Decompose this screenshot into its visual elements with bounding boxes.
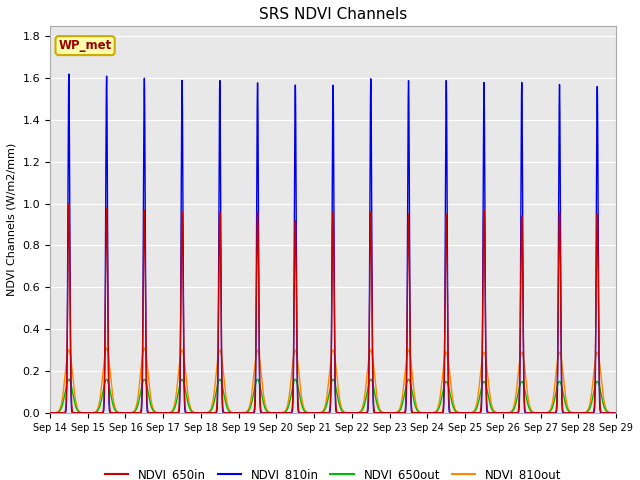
NDVI_650in xyxy=(46,410,54,416)
NDVI_810out xyxy=(312,410,320,416)
NDVI_810out xyxy=(103,345,111,351)
NDVI_650in xyxy=(612,410,620,416)
NDVI_810in xyxy=(460,410,468,416)
NDVI_810out xyxy=(492,409,500,415)
NDVI_810in xyxy=(612,410,620,416)
NDVI_810in xyxy=(429,410,436,416)
Y-axis label: NDVI Channels (W/m2/mm): NDVI Channels (W/m2/mm) xyxy=(7,143,17,296)
NDVI_650in xyxy=(312,410,320,416)
NDVI_810in xyxy=(612,410,620,416)
NDVI_810out xyxy=(148,401,156,407)
NDVI_650out xyxy=(429,410,436,416)
NDVI_810out xyxy=(429,410,436,416)
NDVI_650out xyxy=(148,405,156,411)
Title: SRS NDVI Channels: SRS NDVI Channels xyxy=(259,7,407,22)
NDVI_810out xyxy=(612,410,620,416)
NDVI_650in xyxy=(148,410,156,416)
NDVI_650out xyxy=(65,376,73,382)
NDVI_810in xyxy=(312,410,320,416)
NDVI_650out xyxy=(312,410,320,416)
NDVI_650in xyxy=(612,410,620,416)
NDVI_650in xyxy=(65,201,73,206)
NDVI_810out xyxy=(460,410,468,416)
NDVI_650out xyxy=(460,410,468,416)
NDVI_650in xyxy=(460,410,468,416)
NDVI_810out xyxy=(612,410,620,416)
Text: WP_met: WP_met xyxy=(58,39,112,52)
NDVI_650out xyxy=(46,410,54,416)
Line: NDVI_650out: NDVI_650out xyxy=(50,379,616,413)
NDVI_650out xyxy=(612,410,620,416)
NDVI_810in xyxy=(46,410,54,416)
Line: NDVI_810out: NDVI_810out xyxy=(50,348,616,413)
NDVI_810in xyxy=(148,410,156,416)
Legend: NDVI_650in, NDVI_810in, NDVI_650out, NDVI_810out: NDVI_650in, NDVI_810in, NDVI_650out, NDV… xyxy=(100,463,566,480)
NDVI_810in xyxy=(65,71,73,77)
NDVI_650in xyxy=(492,410,500,416)
Line: NDVI_810in: NDVI_810in xyxy=(50,74,616,413)
NDVI_650out xyxy=(612,410,620,416)
Line: NDVI_650in: NDVI_650in xyxy=(50,204,616,413)
NDVI_810out xyxy=(46,410,54,416)
NDVI_810in xyxy=(492,410,500,416)
NDVI_650in xyxy=(429,410,436,416)
NDVI_650out xyxy=(492,410,500,416)
